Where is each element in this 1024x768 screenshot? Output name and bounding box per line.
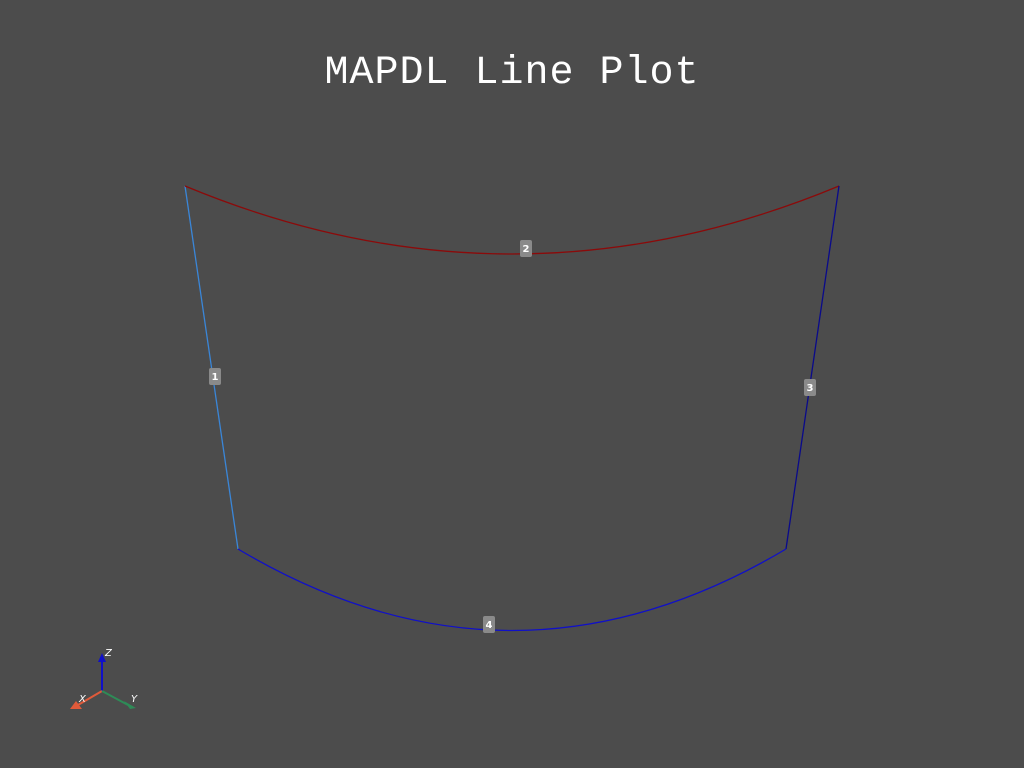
line-1 <box>184 185 239 550</box>
y-axis-arrow-icon <box>124 701 136 709</box>
x-axis-arrow-icon <box>70 701 82 709</box>
x-axis-line <box>77 690 103 706</box>
x-axis-label: X <box>78 694 87 705</box>
line-label-4: 4 <box>483 616 495 633</box>
plot-title: MAPDL Line Plot <box>324 51 700 96</box>
line-2 <box>184 185 840 255</box>
y-axis-line <box>101 690 129 706</box>
z-axis-arrow-icon <box>98 653 106 662</box>
line-3 <box>785 185 840 550</box>
line-label-3: 3 <box>804 379 816 396</box>
orientation-axes-widget: Z X Y <box>70 648 138 709</box>
line-4 <box>237 548 787 632</box>
y-axis-label: Y <box>131 694 138 705</box>
line-label-2: 2 <box>520 240 532 257</box>
svg-text:2: 2 <box>523 244 530 255</box>
svg-text:1: 1 <box>212 372 219 383</box>
svg-text:4: 4 <box>486 620 493 631</box>
z-axis-label: Z <box>104 648 113 659</box>
svg-text:3: 3 <box>807 383 814 394</box>
line-label-1: 1 <box>209 368 221 385</box>
